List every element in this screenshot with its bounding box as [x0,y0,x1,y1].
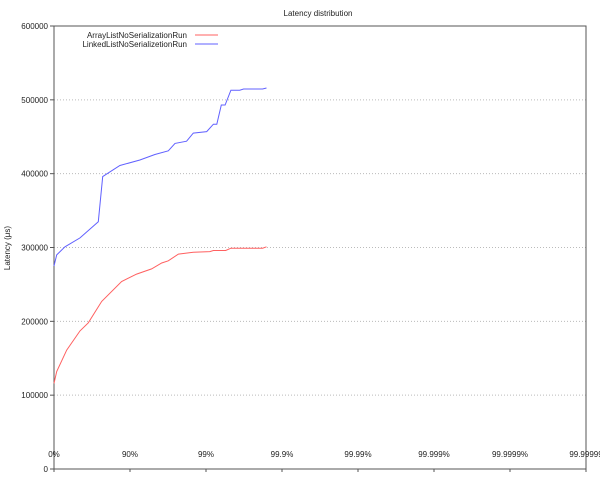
plot-border [53,25,587,470]
y-tick-label: 0 [44,465,49,474]
chart-title: Latency distribution [284,9,353,18]
series-line-1 [53,87,267,267]
series-line-0 [53,246,267,384]
x-tick-label: 90% [122,450,138,459]
y-tick-label: 100000 [21,391,48,400]
x-tick-label: 99.9999% [492,450,528,459]
y-tick-label: 500000 [21,96,48,105]
x-tick-label: 99.99999 [569,450,600,459]
y-axis-label: Latency (μs) [3,226,12,271]
legend-label: ArrayListNoSerializationRun [87,31,187,40]
x-tick-label: 0% [48,450,60,459]
legend-label: LinkedListNoSerializetionRun [82,40,187,49]
y-tick-label: 600000 [21,22,48,31]
y-tick-label: 300000 [21,244,48,253]
x-tick-label: 99.9% [271,450,294,459]
y-tick-label: 400000 [21,170,48,179]
x-tick-label: 99.999% [418,450,450,459]
y-tick-label: 200000 [21,317,48,326]
x-tick-label: 99% [198,450,214,459]
x-tick-label: 99.99% [344,450,371,459]
